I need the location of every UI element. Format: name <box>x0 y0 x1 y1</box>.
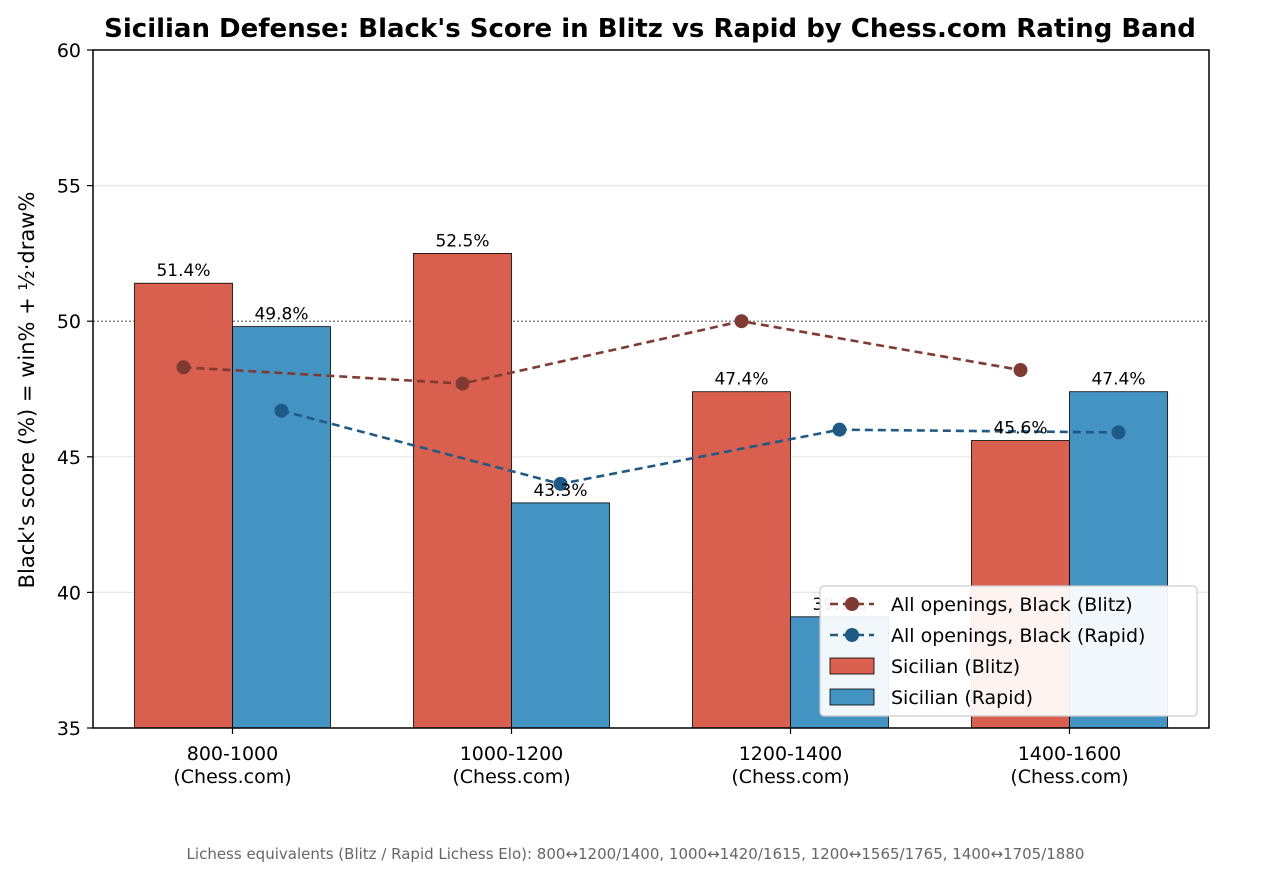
legend-label: All openings, Black (Blitz) <box>891 594 1133 616</box>
legend-label: Sicilian (Rapid) <box>891 687 1033 709</box>
point-all-openings-blitz <box>176 360 191 375</box>
data-label-rapid: 49.8% <box>254 305 308 325</box>
data-label-blitz: 52.5% <box>435 231 489 251</box>
lines <box>176 314 1126 491</box>
x-tick-label: 1200-1400 <box>739 743 843 765</box>
plot-frame <box>92 49 1210 729</box>
y-tick-label: 35 <box>57 718 81 740</box>
y-tick-label: 45 <box>57 447 81 469</box>
x-tick-label-sub: (Chess.com) <box>731 766 849 788</box>
bar-sicilian-blitz <box>413 252 512 729</box>
bar-sicilian-rapid <box>232 326 331 729</box>
footnote: Lichess equivalents (Blitz / Rapid Liche… <box>186 845 1085 863</box>
x-tick-label-sub: (Chess.com) <box>452 766 570 788</box>
legend-swatch-bar <box>829 688 875 706</box>
bar-sicilian-blitz <box>134 282 233 729</box>
chart-title: Sicilian Defense: Black's Score in Blitz… <box>104 14 1196 44</box>
data-label-rapid: 47.4% <box>1091 370 1145 390</box>
point-all-openings-blitz <box>1013 363 1028 378</box>
y-axis-label: Black's score (%) = win% + ½·draw% <box>15 192 39 589</box>
line-all-openings-rapid <box>281 409 1119 486</box>
data-label-rapid: 43.3% <box>533 481 587 501</box>
data-label-blitz: 45.6% <box>993 419 1047 439</box>
y-tick-label: 40 <box>57 582 81 604</box>
line-all-openings-blitz <box>183 319 1021 385</box>
point-all-openings-rapid <box>553 476 568 491</box>
x-tick-label: 800-1000 <box>187 743 278 765</box>
y-tick-label: 50 <box>57 311 81 333</box>
point-all-openings-rapid <box>1111 425 1126 440</box>
legend-label: All openings, Black (Rapid) <box>891 625 1145 647</box>
bar-sicilian-rapid <box>511 502 610 729</box>
data-label-blitz: 51.4% <box>156 261 210 281</box>
legend-box <box>819 585 1198 717</box>
legend-label: Sicilian (Blitz) <box>891 656 1020 678</box>
x-tick-label: 1400-1600 <box>1018 743 1122 765</box>
point-all-openings-blitz <box>734 314 749 329</box>
point-all-openings-rapid <box>274 403 289 418</box>
point-all-openings-rapid <box>832 422 847 437</box>
axes: 354045505560800-1000(Chess.com)1000-1200… <box>57 40 1210 788</box>
y-tick-label: 60 <box>57 40 81 62</box>
x-tick-label-sub: (Chess.com) <box>173 766 291 788</box>
y-tick-label: 55 <box>57 176 81 198</box>
legend-swatch-bar <box>829 657 875 675</box>
x-tick-label-sub: (Chess.com) <box>1010 766 1128 788</box>
data-label-blitz: 47.4% <box>714 370 768 390</box>
point-all-openings-blitz <box>455 376 470 391</box>
x-tick-label: 1000-1200 <box>460 743 564 765</box>
legend-swatch-marker <box>845 628 859 642</box>
legend: All openings, Black (Blitz) All openings,… <box>819 585 1198 717</box>
legend-swatch-marker <box>845 597 859 611</box>
